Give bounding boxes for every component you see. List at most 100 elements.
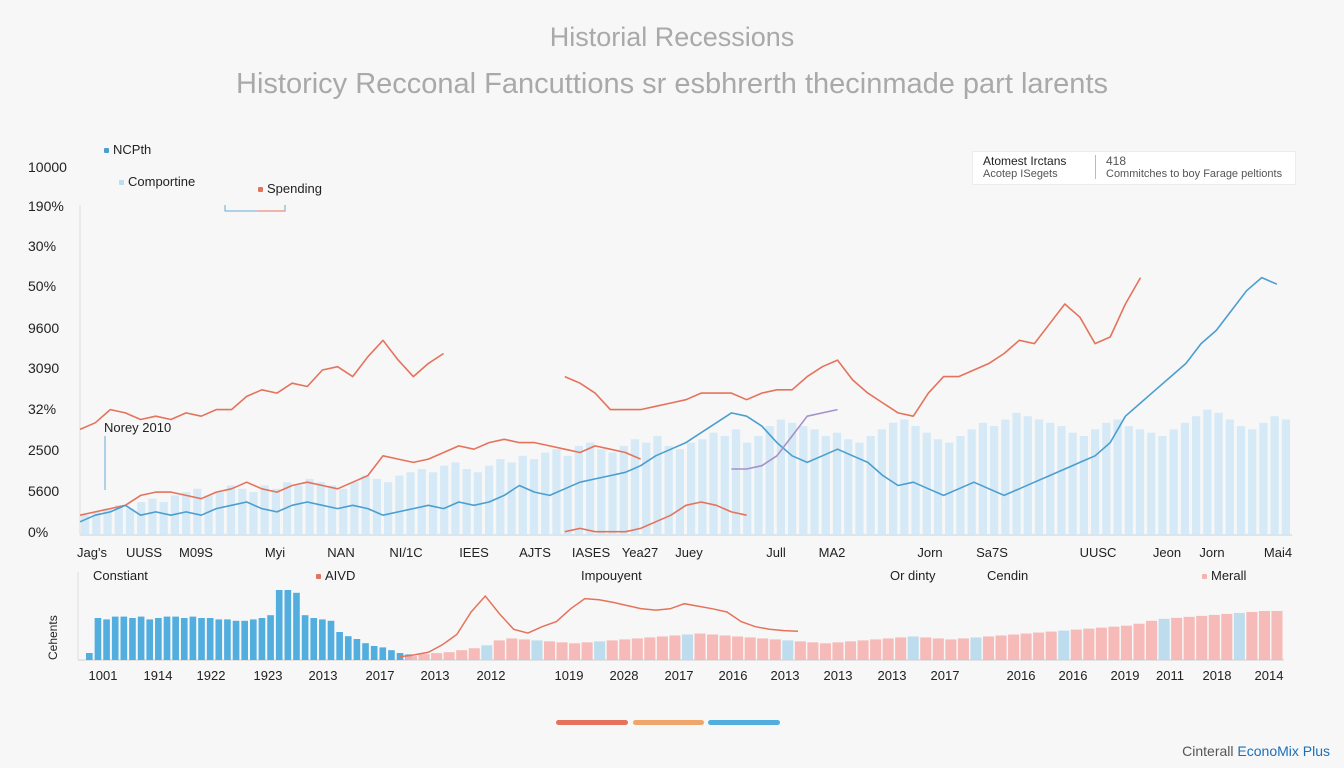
bottom-label-or-dinty: Or dinty xyxy=(890,568,936,583)
bar-comportine xyxy=(945,442,954,535)
bar-comportine xyxy=(260,485,269,535)
bar-comportine xyxy=(384,482,393,535)
bar-comportine xyxy=(215,492,224,535)
x-tick-label: Mai4 xyxy=(1263,545,1293,560)
bottom-bar-merall xyxy=(1070,629,1082,660)
bottom-bar-constant xyxy=(319,619,326,660)
brand-name: EconoMix Plus xyxy=(1237,743,1330,759)
x-tick-label: NI/1C xyxy=(389,545,423,560)
bar-comportine xyxy=(1169,429,1178,535)
bar-comportine xyxy=(451,462,460,535)
bar-comportine xyxy=(485,465,494,535)
legend-ncpth-label: NCPth xyxy=(113,142,152,157)
bar-comportine xyxy=(956,436,965,535)
bottom-bar-merall xyxy=(1008,634,1020,660)
bottom-bar-merall xyxy=(895,637,907,660)
bar-comportine xyxy=(687,442,696,535)
bar-comportine xyxy=(754,436,763,535)
bottom-bar-constant xyxy=(146,619,154,660)
bar-comportine xyxy=(1270,416,1279,535)
bar-comportine xyxy=(990,426,999,535)
bottom-x-tick-label: 2016 xyxy=(1006,668,1036,683)
bar-comportine xyxy=(193,488,202,535)
bar-comportine xyxy=(440,465,449,535)
bar-comportine xyxy=(844,439,853,535)
bottom-bar-constant xyxy=(180,618,188,660)
bottom-x-tick-label: 2012 xyxy=(476,668,506,683)
bar-comportine xyxy=(238,488,247,535)
bottom-x-tick-label: 2013 xyxy=(308,668,338,683)
legend-ncpth: NCPth xyxy=(104,142,151,157)
bar-comportine xyxy=(630,439,640,535)
bottom-bar-constant xyxy=(336,632,343,660)
bottom-label-aivd: AIVD xyxy=(316,568,355,583)
x-tick-label: Myi xyxy=(264,545,286,560)
bottom-x-tick-label: 2014 xyxy=(1254,668,1284,683)
x-tick-label: IEES xyxy=(459,545,489,560)
bottom-bar-constant xyxy=(293,592,300,660)
bar-comportine xyxy=(148,498,157,535)
bottom-bar-merall xyxy=(631,638,643,660)
bottom-bar-merall xyxy=(845,641,857,660)
bottom-bar-merall xyxy=(1271,611,1283,660)
legend-ncpth-swatch xyxy=(104,148,109,154)
bottom-bar-merall xyxy=(819,643,831,660)
y-tick-label: 50% xyxy=(28,278,57,294)
bar-comportine xyxy=(1079,436,1088,535)
bottom-bar-constant xyxy=(215,619,223,660)
bottom-bar-constant xyxy=(388,650,395,660)
bottom-bar-merall xyxy=(456,650,468,660)
aivd-swatch xyxy=(316,574,321,580)
bar-comportine xyxy=(1203,409,1212,535)
bottom-bar-merall xyxy=(757,638,769,660)
bottom-bar-merall xyxy=(744,637,756,660)
x-tick-label: Yea27 xyxy=(621,545,659,560)
bar-comportine xyxy=(1068,432,1077,535)
bottom-label-constant: Constiant xyxy=(93,568,148,583)
bottom-bar-constant xyxy=(155,618,162,660)
bottom-label-impouyent: Impouyent xyxy=(581,568,642,583)
legend-spending: Spending xyxy=(258,181,322,196)
bottom-bar-merall xyxy=(518,639,530,660)
legend-comportine-swatch xyxy=(119,180,124,186)
bar-comportine xyxy=(507,462,516,535)
bottom-bar-merall xyxy=(957,638,969,660)
info-label-bottom: Acotep ISegets xyxy=(983,168,1058,180)
bottom-bar-merall xyxy=(1171,617,1183,660)
bar-comportine xyxy=(182,492,191,535)
bottom-bar-merall xyxy=(619,639,631,660)
bottom-bar-constant xyxy=(120,616,128,660)
bar-comportine xyxy=(978,422,987,535)
bottom-x-tick-label: 2016 xyxy=(718,668,748,683)
y-tick-label: 30% xyxy=(28,238,57,254)
bottom-bar-merall xyxy=(694,633,706,660)
bar-comportine xyxy=(810,429,819,535)
series-line-ncpth xyxy=(79,276,1278,523)
bar-comportine xyxy=(855,442,864,535)
bar-comportine xyxy=(799,426,808,535)
x-tick-label: UUSS xyxy=(125,545,163,560)
bar-comportine xyxy=(574,445,583,535)
bottom-bar-constant xyxy=(129,618,136,660)
bottom-bar-merall xyxy=(406,656,418,660)
bottom-bar-merall xyxy=(681,634,693,660)
bar-comportine xyxy=(597,449,606,535)
x-tick-label: Jorn xyxy=(1199,545,1225,560)
bottom-bar-merall xyxy=(932,638,944,660)
bottom-bar-merall xyxy=(920,637,932,660)
bottom-bar-merall xyxy=(794,641,806,660)
bottom-bar-constant xyxy=(353,639,361,660)
bar-comportine xyxy=(821,436,830,535)
bottom-x-tick-label: 2017 xyxy=(365,668,395,683)
bottom-bar-merall xyxy=(719,635,731,660)
bottom-bar-constant xyxy=(379,647,387,660)
bar-comportine xyxy=(1147,432,1156,535)
brand-prefix: Cinterall xyxy=(1182,743,1234,759)
bottom-bar-merall xyxy=(782,640,794,660)
bar-comportine xyxy=(125,508,135,535)
bottom-bar-merall xyxy=(1083,628,1095,660)
bar-comportine xyxy=(81,515,90,535)
bar-comportine xyxy=(743,442,752,535)
bar-comportine xyxy=(788,422,797,535)
color-strip-red xyxy=(556,720,628,725)
